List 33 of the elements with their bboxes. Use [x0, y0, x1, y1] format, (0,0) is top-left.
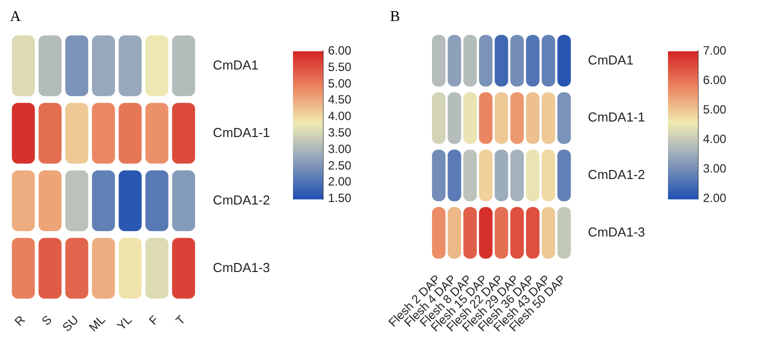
y-tick-label: CmDA1-3 — [588, 224, 646, 240]
chart-title: A — [10, 8, 21, 25]
y-tick-label: CmDA1 — [212, 57, 258, 72]
x-tick-label: R — [12, 312, 28, 329]
y-tick-label: CmDA1-1 — [212, 124, 270, 140]
x-tick-label: S — [38, 312, 55, 328]
x-tick-label: YL — [114, 312, 135, 333]
x-tick-label: ML — [86, 312, 108, 334]
color-bar-label: 4.00 — [328, 109, 352, 124]
chart-title: B — [390, 8, 400, 25]
y-tick-label: CmDA1 — [588, 52, 634, 68]
y-tick-label: CmDA1-2 — [588, 166, 646, 182]
color-bar-label: 3.00 — [328, 142, 352, 156]
y-tick-label: CmDA1-3 — [212, 260, 270, 275]
color-bar-label: 4.50 — [328, 92, 352, 107]
color-bar-label: 2.00 — [328, 174, 352, 189]
color-bar-label: 1.50 — [328, 191, 352, 206]
color-bar-label: 2.00 — [703, 191, 727, 206]
color-bar-label: 5.00 — [703, 102, 727, 117]
color-bar-label: 3.50 — [328, 126, 352, 140]
y-tick-label: CmDA1-1 — [588, 110, 646, 125]
color-bar-label: 5.00 — [328, 76, 352, 90]
color-bar-label: 5.50 — [328, 60, 352, 74]
color-bar-label: 4.00 — [703, 132, 727, 146]
color-bar-label: 7.00 — [703, 44, 727, 58]
x-tick-label: F — [146, 312, 162, 328]
color-bar-label: 3.00 — [703, 162, 727, 176]
x-tick-label: T — [172, 312, 189, 328]
color-bar-label: 6.00 — [328, 44, 352, 58]
x-tick-label: SU — [60, 312, 82, 334]
color-bar-label: 6.00 — [703, 73, 727, 88]
y-tick-label: CmDA1-2 — [212, 192, 270, 208]
color-bar-label: 2.50 — [328, 158, 352, 172]
